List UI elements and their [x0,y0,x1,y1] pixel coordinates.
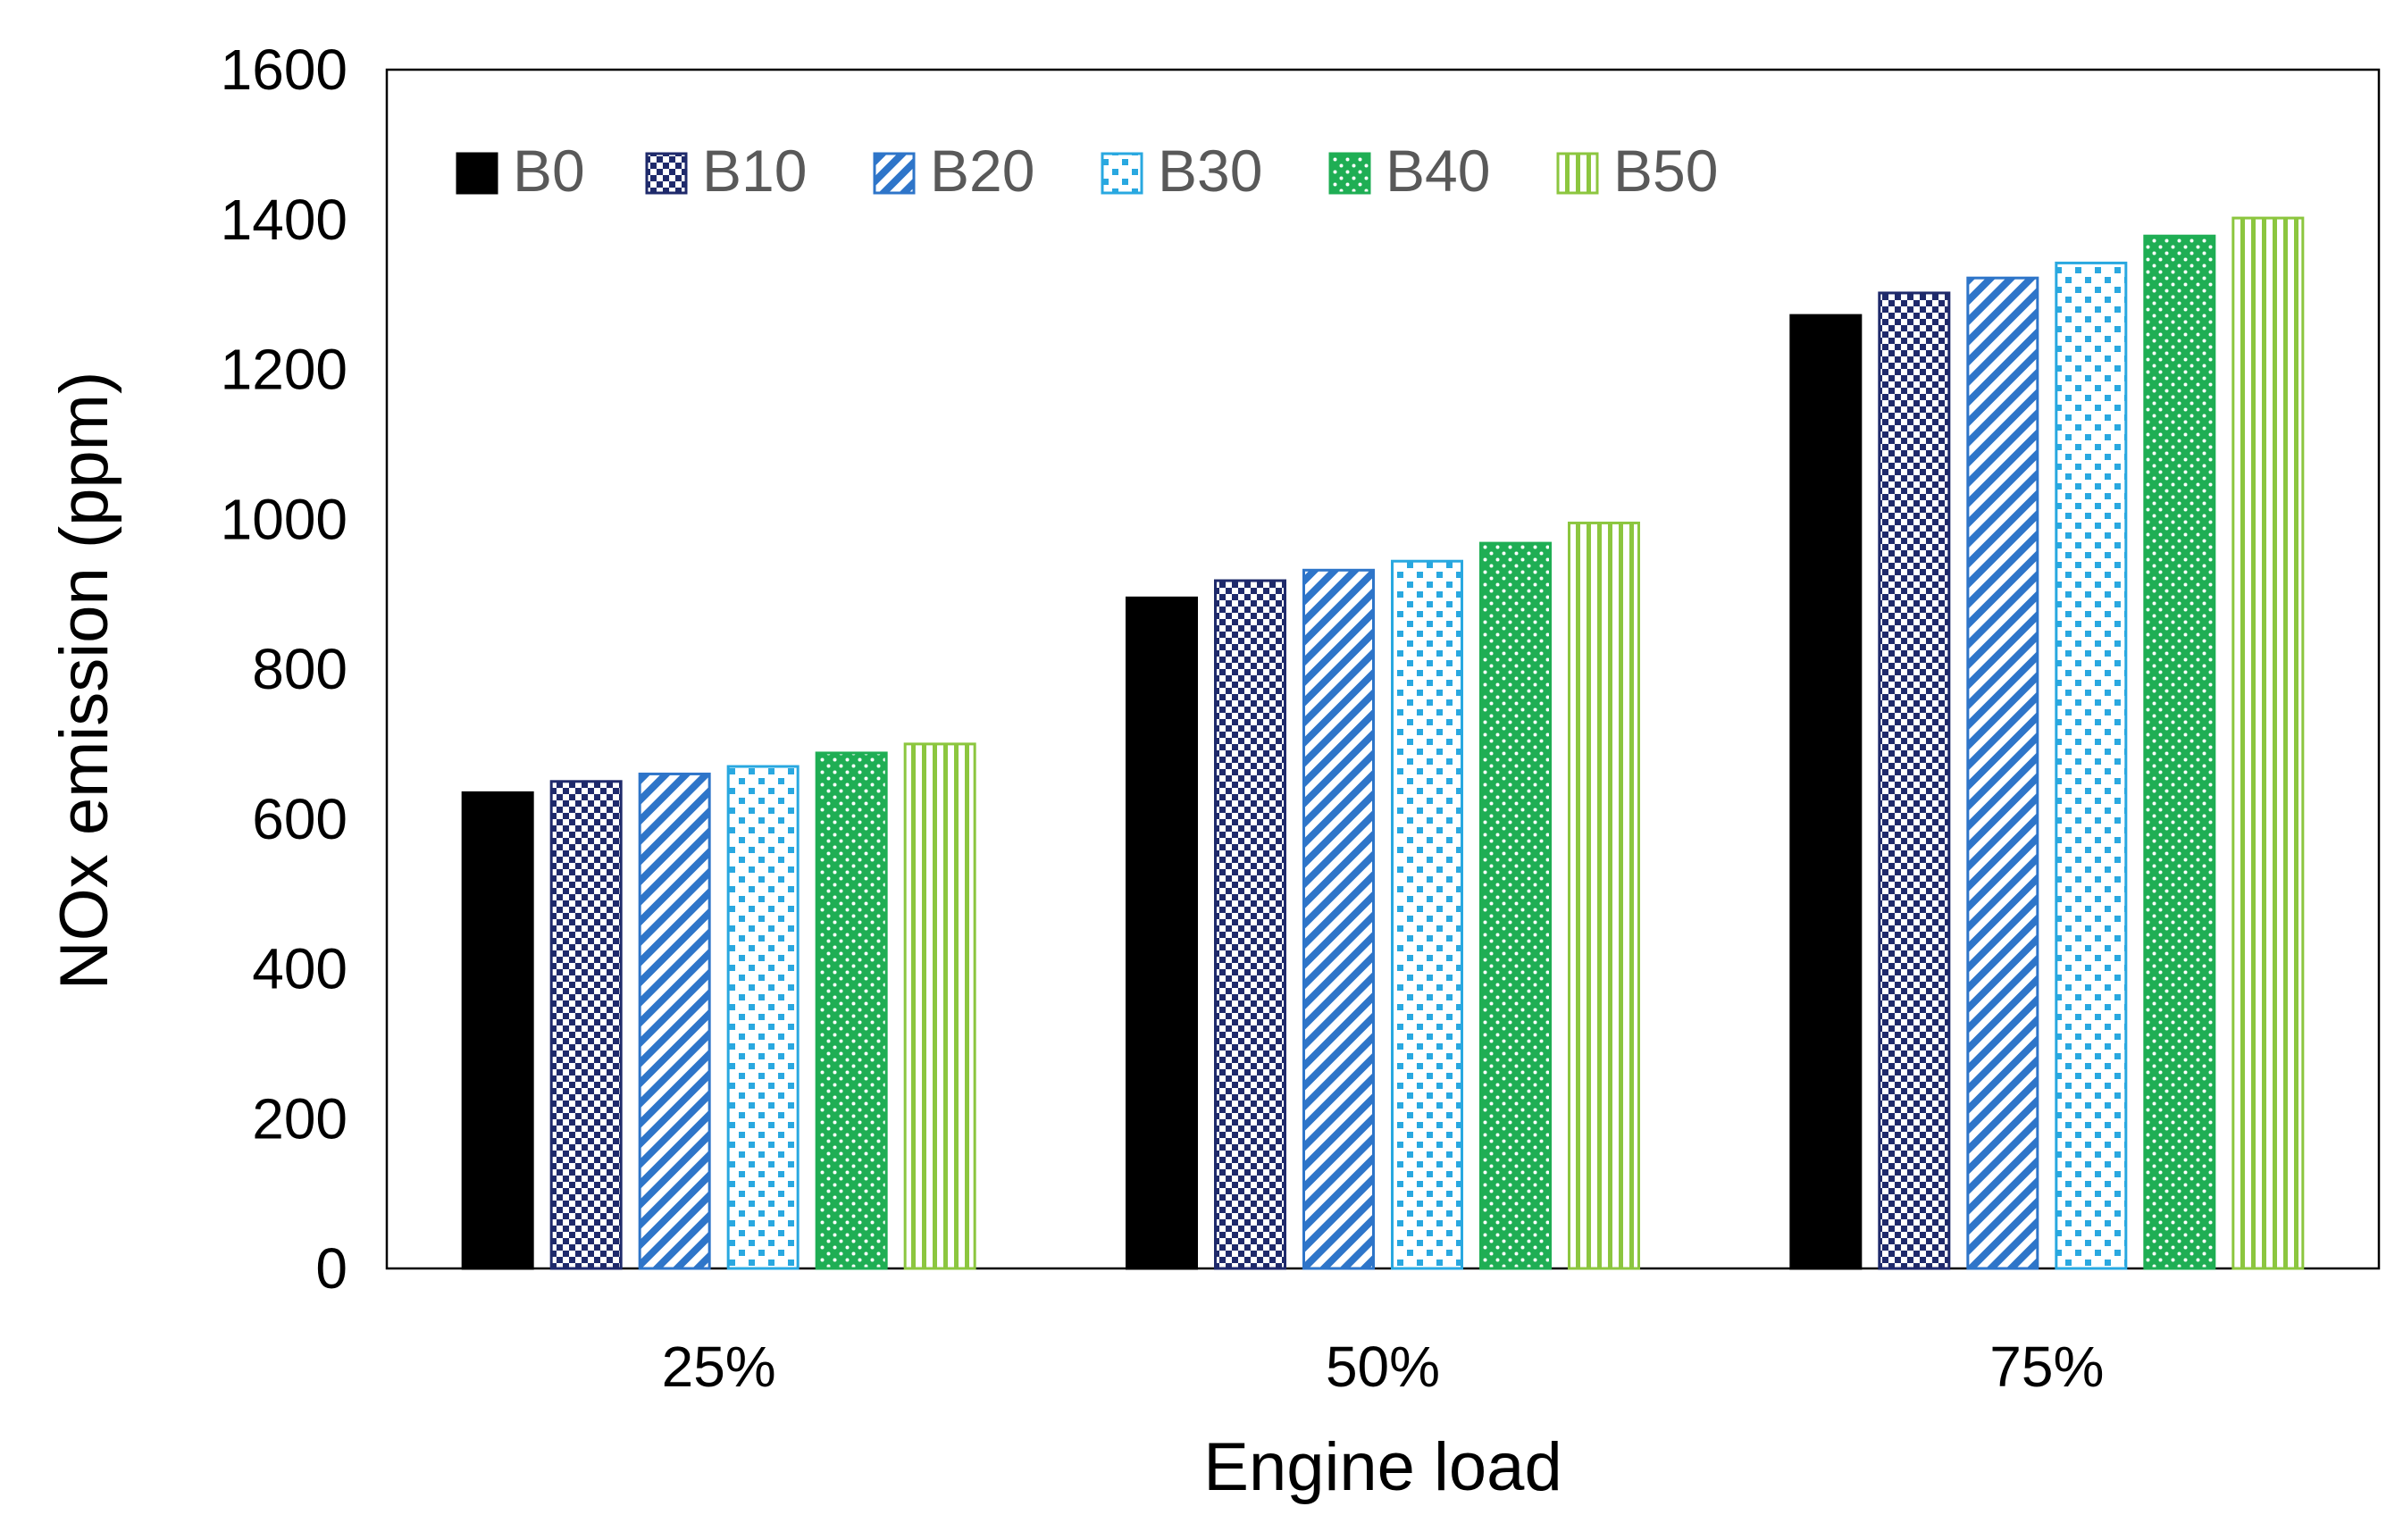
y-axis-ticks: 0 200 400 600 800 1000 1200 1400 1600 [221,38,347,1301]
y-tick-label: 1400 [221,188,347,252]
legend-swatch-b0 [456,152,498,195]
bars [461,216,2305,1270]
bar-b30-25pct [726,765,800,1270]
bar-b10-75pct [1878,291,1951,1270]
bar-b30-75pct [2055,261,2128,1270]
legend-swatch-b40 [1328,152,1371,195]
bar-b40-75pct [2143,234,2216,1270]
x-axis-title: Engine load [1203,1429,1562,1505]
bar-b0-50pct [1126,596,1198,1270]
x-tick-label: 50% [1326,1335,1440,1399]
bar-b20-75pct [1966,276,2039,1270]
bar-b10-25pct [549,780,623,1270]
bar-b20-50pct [1302,568,1375,1270]
plot-area [385,68,2381,1270]
legend-label-b50: B50 [1613,138,1718,204]
bar-b20-25pct [638,772,711,1270]
y-tick-label: 600 [252,787,347,851]
legend-swatch-b20 [873,152,916,195]
y-tick-label: 1000 [221,487,347,551]
legend-swatch-b10 [645,152,688,195]
bar-b40-50pct [1479,541,1552,1270]
bar-b0-75pct [1789,314,1863,1270]
x-tick-label: 25% [662,1335,776,1399]
legend-label-b0: B0 [513,138,585,204]
bar-b50-75pct [2231,216,2305,1270]
bar-b50-50pct [1568,521,1640,1270]
legend-label-b30: B30 [1158,138,1262,204]
legend-label-b20: B20 [930,138,1034,204]
y-tick-label: 400 [252,937,347,1001]
bar-b50-25pct [903,742,976,1270]
y-tick-label: 0 [315,1236,347,1301]
bar-b10-50pct [1214,579,1286,1270]
y-axis-title: NOx emission (ppm) [46,372,122,991]
x-axis-ticks: 25% 50% 75% [662,1335,2105,1399]
legend-swatch-b50 [1556,152,1599,195]
bar-b30-50pct [1391,559,1463,1270]
bar-b0-25pct [461,791,534,1270]
plot-border [385,68,2381,1270]
y-tick-label: 200 [252,1086,347,1151]
legend-label-b40: B40 [1386,138,1490,204]
y-tick-label: 1200 [221,338,347,402]
x-tick-label: 75% [1989,1335,2104,1399]
legend: B0 B10 B20 B30 B40 B50 [456,138,1718,204]
y-tick-label: 1600 [221,38,347,102]
y-tick-label: 800 [252,637,347,701]
legend-swatch-b30 [1101,152,1143,195]
bar-b40-25pct [815,751,888,1270]
legend-label-b10: B10 [702,138,807,204]
